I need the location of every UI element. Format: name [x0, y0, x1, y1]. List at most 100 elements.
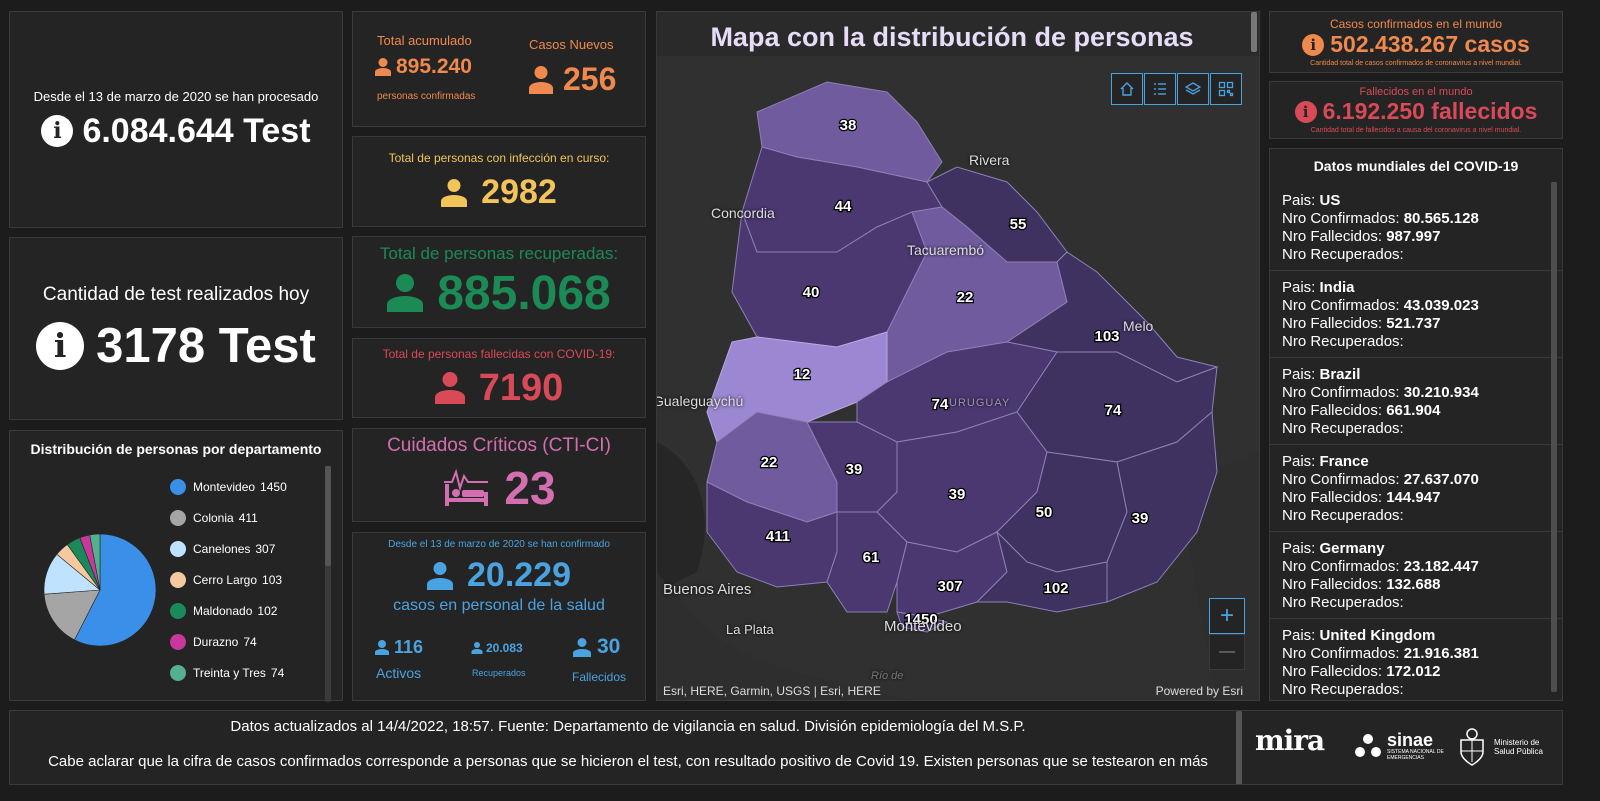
field-label: Nro Confirmados:	[1282, 471, 1404, 488]
sinae-subtitle: SISTEMA NACIONAL DE EMERGENCIAS	[1387, 749, 1444, 761]
distribution-title: Distribución de personas por departament…	[30, 441, 322, 457]
deceased-panel: Total de personas fallecidas con COVID-1…	[352, 338, 646, 418]
field-label: Nro Recuperados:	[1282, 333, 1404, 350]
legend-item[interactable]: Colonia 411	[170, 502, 287, 533]
world-deaths-panel: Fallecidos en el mundo i 6.192.250 falle…	[1269, 81, 1563, 139]
zoom-out-button[interactable]: —	[1209, 634, 1245, 670]
legend-item[interactable]: Durazno 74	[170, 626, 287, 657]
health-staff-panel: Desde el 13 de marzo de 2020 se han conf…	[352, 532, 646, 701]
active-label: Total de personas con infección en curso…	[388, 151, 610, 165]
pie-slice-montevideo[interactable]	[74, 533, 157, 647]
uruguay-map[interactable]: 38 44 55 40 22 103 12 74 74 22 39 39 50 …	[657, 12, 1260, 701]
count-lavalleja: 50	[1036, 504, 1053, 521]
new-cases-label: Casos Nuevos	[529, 37, 614, 52]
pie-slice-treinta-y-tres[interactable]	[89, 533, 101, 591]
count-florida: 39	[949, 486, 966, 503]
country-item[interactable]: Pais: Germany Nro Confirmados: 23.182.447…	[1270, 532, 1562, 619]
legend-color-swatch	[170, 478, 186, 495]
zoom-in-button[interactable]: +	[1209, 598, 1245, 634]
field-label: Nro Fallecidos:	[1282, 576, 1387, 593]
field-label: Pais:	[1282, 192, 1320, 209]
country-deaths: 144.947	[1386, 489, 1441, 506]
legend-item[interactable]: Montevideo 1450	[170, 471, 287, 502]
world-data-panel: Datos mundiales del COVID-19 Pais: US Nro…	[1269, 148, 1563, 701]
map-label-gualeguaychu: Gualeguaychú	[656, 393, 744, 409]
distribution-pie-chart[interactable]	[30, 520, 170, 660]
footer-line-2: Cabe aclarar que la cifra de casos confi…	[48, 753, 1208, 770]
dept-maldonado[interactable]	[975, 530, 1108, 613]
map-label-concordia: Concordia	[711, 205, 775, 221]
country-item[interactable]: Pais: France Nro Confirmados: 27.637.070 N…	[1270, 445, 1562, 532]
world-deaths-sub: Cantidad total de fallecidos a causa del…	[1310, 127, 1522, 134]
count-canelones: 307	[937, 578, 962, 595]
count-soriano: 22	[761, 454, 778, 471]
country-name: Brazil	[1319, 366, 1361, 383]
home-icon	[1120, 82, 1134, 96]
distribution-panel: Distribución de personas por departament…	[9, 430, 343, 702]
health-staff-active-label: Activos	[376, 665, 422, 681]
map-attribution[interactable]: Esri, HERE, Garmin, USGS | Esri, HERE	[663, 684, 881, 698]
legend-item[interactable]: Treinta y Tres 74	[170, 657, 287, 688]
legend-item-name: Maldonado	[193, 603, 253, 618]
legend-scrollbar[interactable]	[325, 466, 331, 702]
country-confirmed: 43.039.023	[1403, 297, 1479, 314]
country-item[interactable]: Pais: India Nro Confirmados: 43.039.023 Nr…	[1270, 271, 1562, 358]
health-staff-recovered-value: 20.083	[486, 641, 523, 655]
field-label: Nro Confirmados:	[1282, 210, 1404, 227]
field-label: Nro Confirmados:	[1282, 297, 1404, 314]
sinae-icon	[1355, 734, 1381, 757]
recovered-panel: Total de personas recuperadas: 885.068	[352, 236, 646, 328]
world-data-list[interactable]: Pais: US Nro Confirmados: 80.565.128 Nro F…	[1270, 184, 1562, 700]
map-powered-by[interactable]: Powered by Esri	[1155, 684, 1243, 698]
field-label: Nro Fallecidos:	[1282, 489, 1387, 506]
legend-item-value: 102	[257, 603, 278, 618]
field-label: Pais:	[1282, 627, 1320, 644]
map-panel[interactable]: Mapa con la distribución de personas	[656, 11, 1260, 701]
field-label: Pais:	[1282, 366, 1320, 383]
person-icon	[427, 561, 453, 590]
field-label: Nro Recuperados:	[1282, 420, 1404, 437]
layers-button[interactable]	[1177, 73, 1209, 105]
count-treinta-y-tres: 74	[1105, 402, 1122, 419]
tests-today-panel: Cantidad de test realizados hoy i 3178 T…	[9, 237, 343, 420]
msp-text: Ministerio de Salud Pública	[1494, 738, 1543, 756]
legend-color-swatch	[170, 540, 186, 557]
count-paysandu: 40	[803, 284, 820, 301]
count-artigas: 38	[840, 117, 857, 134]
country-name: France	[1319, 453, 1369, 470]
field-label: Pais:	[1282, 453, 1320, 470]
health-staff-deceased-label: Fallecidos	[572, 670, 627, 684]
footer-scrollbar[interactable]	[1236, 711, 1242, 784]
pie-slice-colonia[interactable]	[43, 589, 101, 641]
legend-color-swatch	[170, 571, 186, 588]
legend-item[interactable]: Canelones 307	[170, 533, 287, 564]
count-colonia: 411	[766, 528, 790, 545]
plus-icon: +	[1219, 602, 1234, 629]
coat-of-arms-icon	[1460, 728, 1484, 766]
person-icon	[471, 642, 482, 654]
critical-care-panel: Cuidados Críticos (CTI-CI) 23	[352, 428, 646, 522]
country-item[interactable]: Pais: United Kingdom Nro Confirmados: 21.…	[1270, 619, 1562, 700]
legend-item[interactable]: Cerro Largo 103	[170, 564, 287, 595]
dept-montevideo[interactable]	[896, 611, 949, 633]
world-data-scrollbar-thumb[interactable]	[1551, 182, 1557, 692]
home-button[interactable]	[1111, 73, 1143, 105]
health-staff-active-value: 116	[394, 637, 424, 657]
accumulated-label: Total acumulado	[377, 33, 472, 48]
dept-rocha[interactable]	[1106, 410, 1218, 603]
count-montevideo: 1450	[904, 611, 937, 628]
dept-san-jose[interactable]	[826, 511, 908, 613]
legend-item[interactable]: Maldonado 102	[170, 595, 287, 626]
country-item[interactable]: Pais: Brazil Nro Confirmados: 30.210.934 N…	[1270, 358, 1562, 445]
accumulated-value: 895.240	[396, 55, 472, 78]
tests-total-caption: Desde el 13 de marzo de 2020 se han proc…	[33, 88, 319, 104]
map-title-scrollbar[interactable]	[1251, 12, 1257, 52]
country-name: India	[1319, 279, 1355, 296]
active-panel: Total de personas con infección en curso…	[352, 136, 646, 227]
count-durazno: 74	[932, 396, 949, 413]
qr-button[interactable]	[1210, 73, 1242, 105]
legend-button[interactable]	[1144, 73, 1176, 105]
legend-scrollbar-thumb[interactable]	[325, 466, 331, 566]
tests-today-value: 3178 Test	[96, 318, 316, 373]
country-item[interactable]: Pais: US Nro Confirmados: 80.565.128 Nro F…	[1270, 184, 1562, 271]
